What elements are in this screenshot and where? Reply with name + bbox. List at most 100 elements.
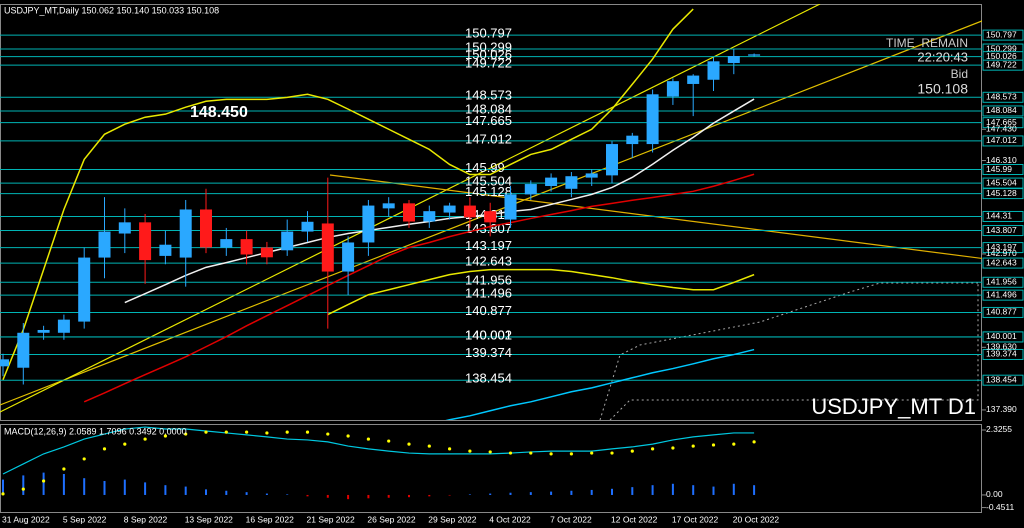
level-tag (982, 117, 1024, 129)
level-label: 145.99 (465, 160, 505, 175)
y-tick-label: 140.001 (986, 331, 1017, 341)
macd-dot (163, 434, 167, 438)
x-tick-label: 5 Sep 2022 (63, 514, 107, 524)
macd-dot (265, 431, 269, 435)
level-label: 150.299 (465, 39, 512, 54)
overlay-line (83, 173, 755, 403)
candle-body (707, 61, 720, 80)
macd-dot (326, 432, 330, 436)
macd-y-tick-label: 2.3255 (986, 424, 1012, 434)
x-tick-label: 20 Oct 2022 (733, 514, 780, 524)
level-tag (982, 276, 1024, 288)
level-label: 150.026 (465, 47, 512, 62)
x-tick-label: 4 Oct 2022 (489, 514, 531, 524)
level-tag (982, 59, 1024, 71)
macd-bar (671, 483, 674, 495)
candle-body (240, 239, 253, 255)
candle-body (98, 231, 111, 258)
level-label: 145.504 (465, 174, 512, 189)
level-label: 141.496 (465, 286, 512, 301)
x-tick-label: 16 Sep 2022 (246, 514, 294, 524)
bid-value: 150.108 (917, 81, 968, 97)
y-tick-label: 139.630 (986, 342, 1017, 352)
macd-bar (570, 490, 573, 495)
level-label: 140.877 (465, 303, 512, 318)
level-tag (982, 289, 1024, 301)
candle-body (748, 54, 761, 56)
y-tick-label: 147.430 (986, 123, 1017, 133)
macd-bar (205, 489, 207, 495)
macd-bar (692, 485, 695, 495)
level-label: 142.643 (465, 254, 512, 269)
macd-dot (427, 444, 431, 448)
level-tag (982, 306, 1024, 318)
y-tick-label: 150.797 (986, 29, 1017, 39)
macd-dot (387, 439, 391, 443)
macd-bar (712, 486, 715, 495)
timer-label: TIME_REMAIN (886, 36, 968, 50)
level-label: 140.001 (465, 327, 512, 342)
level-tag (982, 91, 1024, 103)
macd-bar (42, 472, 45, 495)
macd-bar (651, 485, 654, 495)
candle-body (17, 332, 30, 368)
candle-body (484, 211, 497, 223)
candle-body (606, 144, 618, 176)
macd-dot (691, 444, 695, 448)
macd-dot (62, 467, 66, 471)
macd-bar (489, 493, 492, 495)
macd-dot (224, 430, 228, 434)
level-tag (982, 225, 1024, 237)
candle-body (626, 135, 639, 145)
y-tick-label: 139.374 (986, 349, 1017, 359)
macd-bar (2, 479, 4, 495)
y-tick-label: 143.807 (986, 225, 1017, 235)
y-tick-label: 145.128 (986, 188, 1017, 198)
y-tick-label: 140.877 (986, 307, 1017, 317)
macd-dot (752, 440, 756, 444)
y-tick-label: 145.504 (986, 177, 1017, 187)
macd-dot (143, 437, 147, 441)
candle-body (687, 75, 700, 84)
macd-panel (0, 424, 982, 513)
macd-title: MACD(12,26,9) 2.0589 1.7096 0.3492 0.000… (4, 426, 187, 436)
watermark: USDJPY_MT D1 (811, 394, 976, 419)
candle-body (727, 56, 740, 63)
candle-body (260, 247, 273, 258)
macd-dot (82, 457, 86, 461)
level-label: 147.665 (465, 113, 512, 128)
candle-body (666, 81, 679, 97)
macd-bar (164, 485, 167, 495)
macd-dot (184, 432, 188, 436)
macd-bar (428, 494, 431, 497)
macd-bar (590, 489, 593, 495)
level-label: 148.084 (465, 101, 512, 116)
level-tag (982, 210, 1024, 222)
macd-dot (630, 449, 634, 453)
x-tick-label: 7 Oct 2022 (550, 514, 592, 524)
level-tag (982, 105, 1024, 117)
macd-dot (123, 442, 127, 446)
macd-bar (408, 494, 410, 498)
candle-body (565, 176, 578, 189)
candle-body (504, 194, 517, 220)
candle-body (524, 184, 537, 195)
macd-bar (550, 491, 553, 495)
annotation: 148.450 (190, 104, 248, 121)
y-tick-label: 143.197 (986, 242, 1017, 252)
candle-body (78, 257, 91, 322)
macd-bar (387, 494, 390, 498)
macd-bar (367, 494, 370, 499)
timer-value: 22:20:43 (917, 49, 968, 64)
level-label: 148.573 (465, 88, 512, 103)
candle-body (545, 177, 558, 186)
x-tick-label: 13 Sep 2022 (185, 514, 233, 524)
macd-bar (184, 486, 187, 495)
level-label: 150.797 (465, 26, 512, 41)
overlay-line (124, 98, 755, 304)
x-tick-label: 12 Oct 2022 (611, 514, 658, 524)
macd-dot (21, 487, 25, 491)
level-tag (982, 29, 1024, 41)
macd-dot (590, 451, 594, 455)
